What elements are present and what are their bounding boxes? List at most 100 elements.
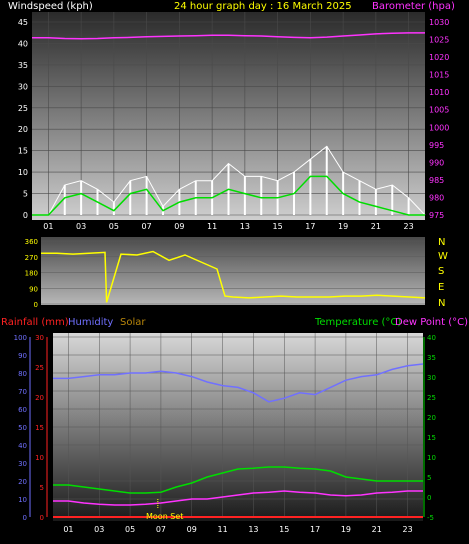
humidity-tick-label: 90 <box>18 352 27 360</box>
barometer-tick-label: 1015 <box>429 71 449 80</box>
x-tick-label: 13 <box>248 525 258 534</box>
wind-tick-label: 45 <box>18 18 28 27</box>
compass-e: E <box>438 282 444 293</box>
humidity-tick-label: 30 <box>18 460 27 468</box>
x-tick-label: 17 <box>310 525 320 534</box>
barometer-tick-label: 1030 <box>429 18 449 27</box>
temperature-tick-label: 40 <box>427 334 436 342</box>
direction-plot-area <box>41 237 425 305</box>
chart-title: 24 hour graph day : 16 March 2025 <box>174 1 352 12</box>
humidity-tick-label: 40 <box>18 442 27 450</box>
humidity-tick-label: 20 <box>18 478 27 486</box>
x-tick-label: 23 <box>404 222 414 231</box>
wind-chart: 0510152025303540459759809859909951000100… <box>18 12 449 231</box>
humidity-tick-label: 100 <box>14 334 27 342</box>
barometer-tick-label: 1025 <box>429 36 449 45</box>
compass-n-bottom: N <box>438 298 445 309</box>
temperature-tick-label: 35 <box>427 354 436 362</box>
x-tick-label: 07 <box>156 525 166 534</box>
x-tick-label: 19 <box>338 222 348 231</box>
temperature-tick-label: 25 <box>427 394 436 402</box>
humidity-tick-label: 80 <box>18 370 27 378</box>
rainfall-axis-label: Rainfall (mm) <box>1 317 69 328</box>
humidity-tick-label: 0 <box>23 514 27 522</box>
wind-tick-label: 15 <box>18 147 28 156</box>
wind-tick-label: 10 <box>18 168 28 177</box>
wind-direction-line <box>41 250 426 303</box>
barometer-tick-label: 1000 <box>429 123 449 132</box>
humidity-axis-label: Humidity <box>68 317 113 328</box>
temperature-tick-label: -5 <box>427 514 434 522</box>
barometer-tick-label: 1005 <box>429 106 449 115</box>
x-tick-label: 07 <box>142 222 152 231</box>
barometer-tick-label: 995 <box>429 141 444 150</box>
wind-tick-label: 35 <box>18 61 28 70</box>
wind-tick-label: 20 <box>18 125 28 134</box>
x-tick-label: 15 <box>273 222 283 231</box>
temperature-tick-label: 5 <box>427 474 431 482</box>
moon-set-annotation: Moon Set <box>146 512 183 521</box>
wind-tick-label: 5 <box>23 190 28 199</box>
humidity-tick-label: 50 <box>18 424 27 432</box>
x-tick-label: 21 <box>372 525 382 534</box>
temperature-chart: 0102030405060708090100051015202530-50510… <box>14 333 436 534</box>
barometer-tick-label: 975 <box>429 211 444 220</box>
compass-w: W <box>438 251 448 262</box>
x-tick-label: 11 <box>217 525 227 534</box>
wind-average-line <box>32 175 425 216</box>
temperature-tick-label: 15 <box>427 434 436 442</box>
direction-chart: 0 90 180 270 360 <box>25 238 426 309</box>
temperature-tick-label: 10 <box>427 454 436 462</box>
wind-tick-label: 30 <box>18 82 28 91</box>
rainfall-tick-label: 15 <box>35 424 44 432</box>
rainfall-tick-label: 0 <box>40 514 44 522</box>
barometer-tick-label: 1020 <box>429 53 449 62</box>
humidity-tick-label: 60 <box>18 406 27 414</box>
barometer-axis-label: Barometer (hpa) <box>372 1 455 12</box>
rainfall-tick-label: 10 <box>35 454 44 462</box>
x-tick-label: 03 <box>94 525 104 534</box>
x-tick-label: 13 <box>240 222 250 231</box>
x-tick-label: 21 <box>371 222 381 231</box>
temperature-tick-label: 20 <box>427 414 436 422</box>
temperature-tick-label: 0 <box>427 494 431 502</box>
dewpoint-line <box>53 490 423 506</box>
windspeed-axis-label: Windspeed (kph) <box>8 1 93 12</box>
x-tick-label: 05 <box>125 525 135 534</box>
humidity-tick-label: 70 <box>18 388 27 396</box>
rainfall-tick-label: 5 <box>40 484 44 492</box>
x-tick-label: 01 <box>43 222 53 231</box>
direction-tick-label: 0 <box>34 301 38 309</box>
wind-tick-label: 25 <box>18 104 28 113</box>
direction-tick-label: 90 <box>29 285 38 293</box>
rainfall-tick-label: 30 <box>35 334 44 342</box>
humidity-line <box>53 363 424 403</box>
temperature-tick-label: 30 <box>427 374 436 382</box>
rainfall-tick-label: 20 <box>35 394 44 402</box>
dewpoint-axis-label: Dew Point (°C) <box>395 317 468 328</box>
barometer-line <box>32 32 425 40</box>
wind-tick-label: 40 <box>18 39 28 48</box>
x-tick-label: 23 <box>402 525 412 534</box>
x-tick-label: 11 <box>207 222 217 231</box>
direction-tick-label: 270 <box>25 254 38 262</box>
solar-axis-label: Solar <box>120 317 146 328</box>
x-tick-label: 09 <box>174 222 184 231</box>
barometer-tick-label: 985 <box>429 176 444 185</box>
windspeed-line <box>32 145 426 216</box>
x-tick-label: 15 <box>279 525 289 534</box>
x-tick-label: 05 <box>109 222 119 231</box>
humidity-tick-label: 10 <box>18 496 27 504</box>
temperature-axis-label: Temperature (°C) <box>314 317 401 328</box>
x-tick-label: 03 <box>76 222 86 231</box>
x-tick-label: 09 <box>187 525 197 534</box>
rainfall-tick-label: 25 <box>35 364 44 372</box>
barometer-tick-label: 980 <box>429 193 444 202</box>
barometer-tick-label: 990 <box>429 158 444 167</box>
x-tick-label: 17 <box>305 222 315 231</box>
temperature-line <box>53 466 423 494</box>
compass-s: S <box>438 266 444 277</box>
barometer-tick-label: 1010 <box>429 88 449 97</box>
compass-n-top: N <box>438 237 445 248</box>
